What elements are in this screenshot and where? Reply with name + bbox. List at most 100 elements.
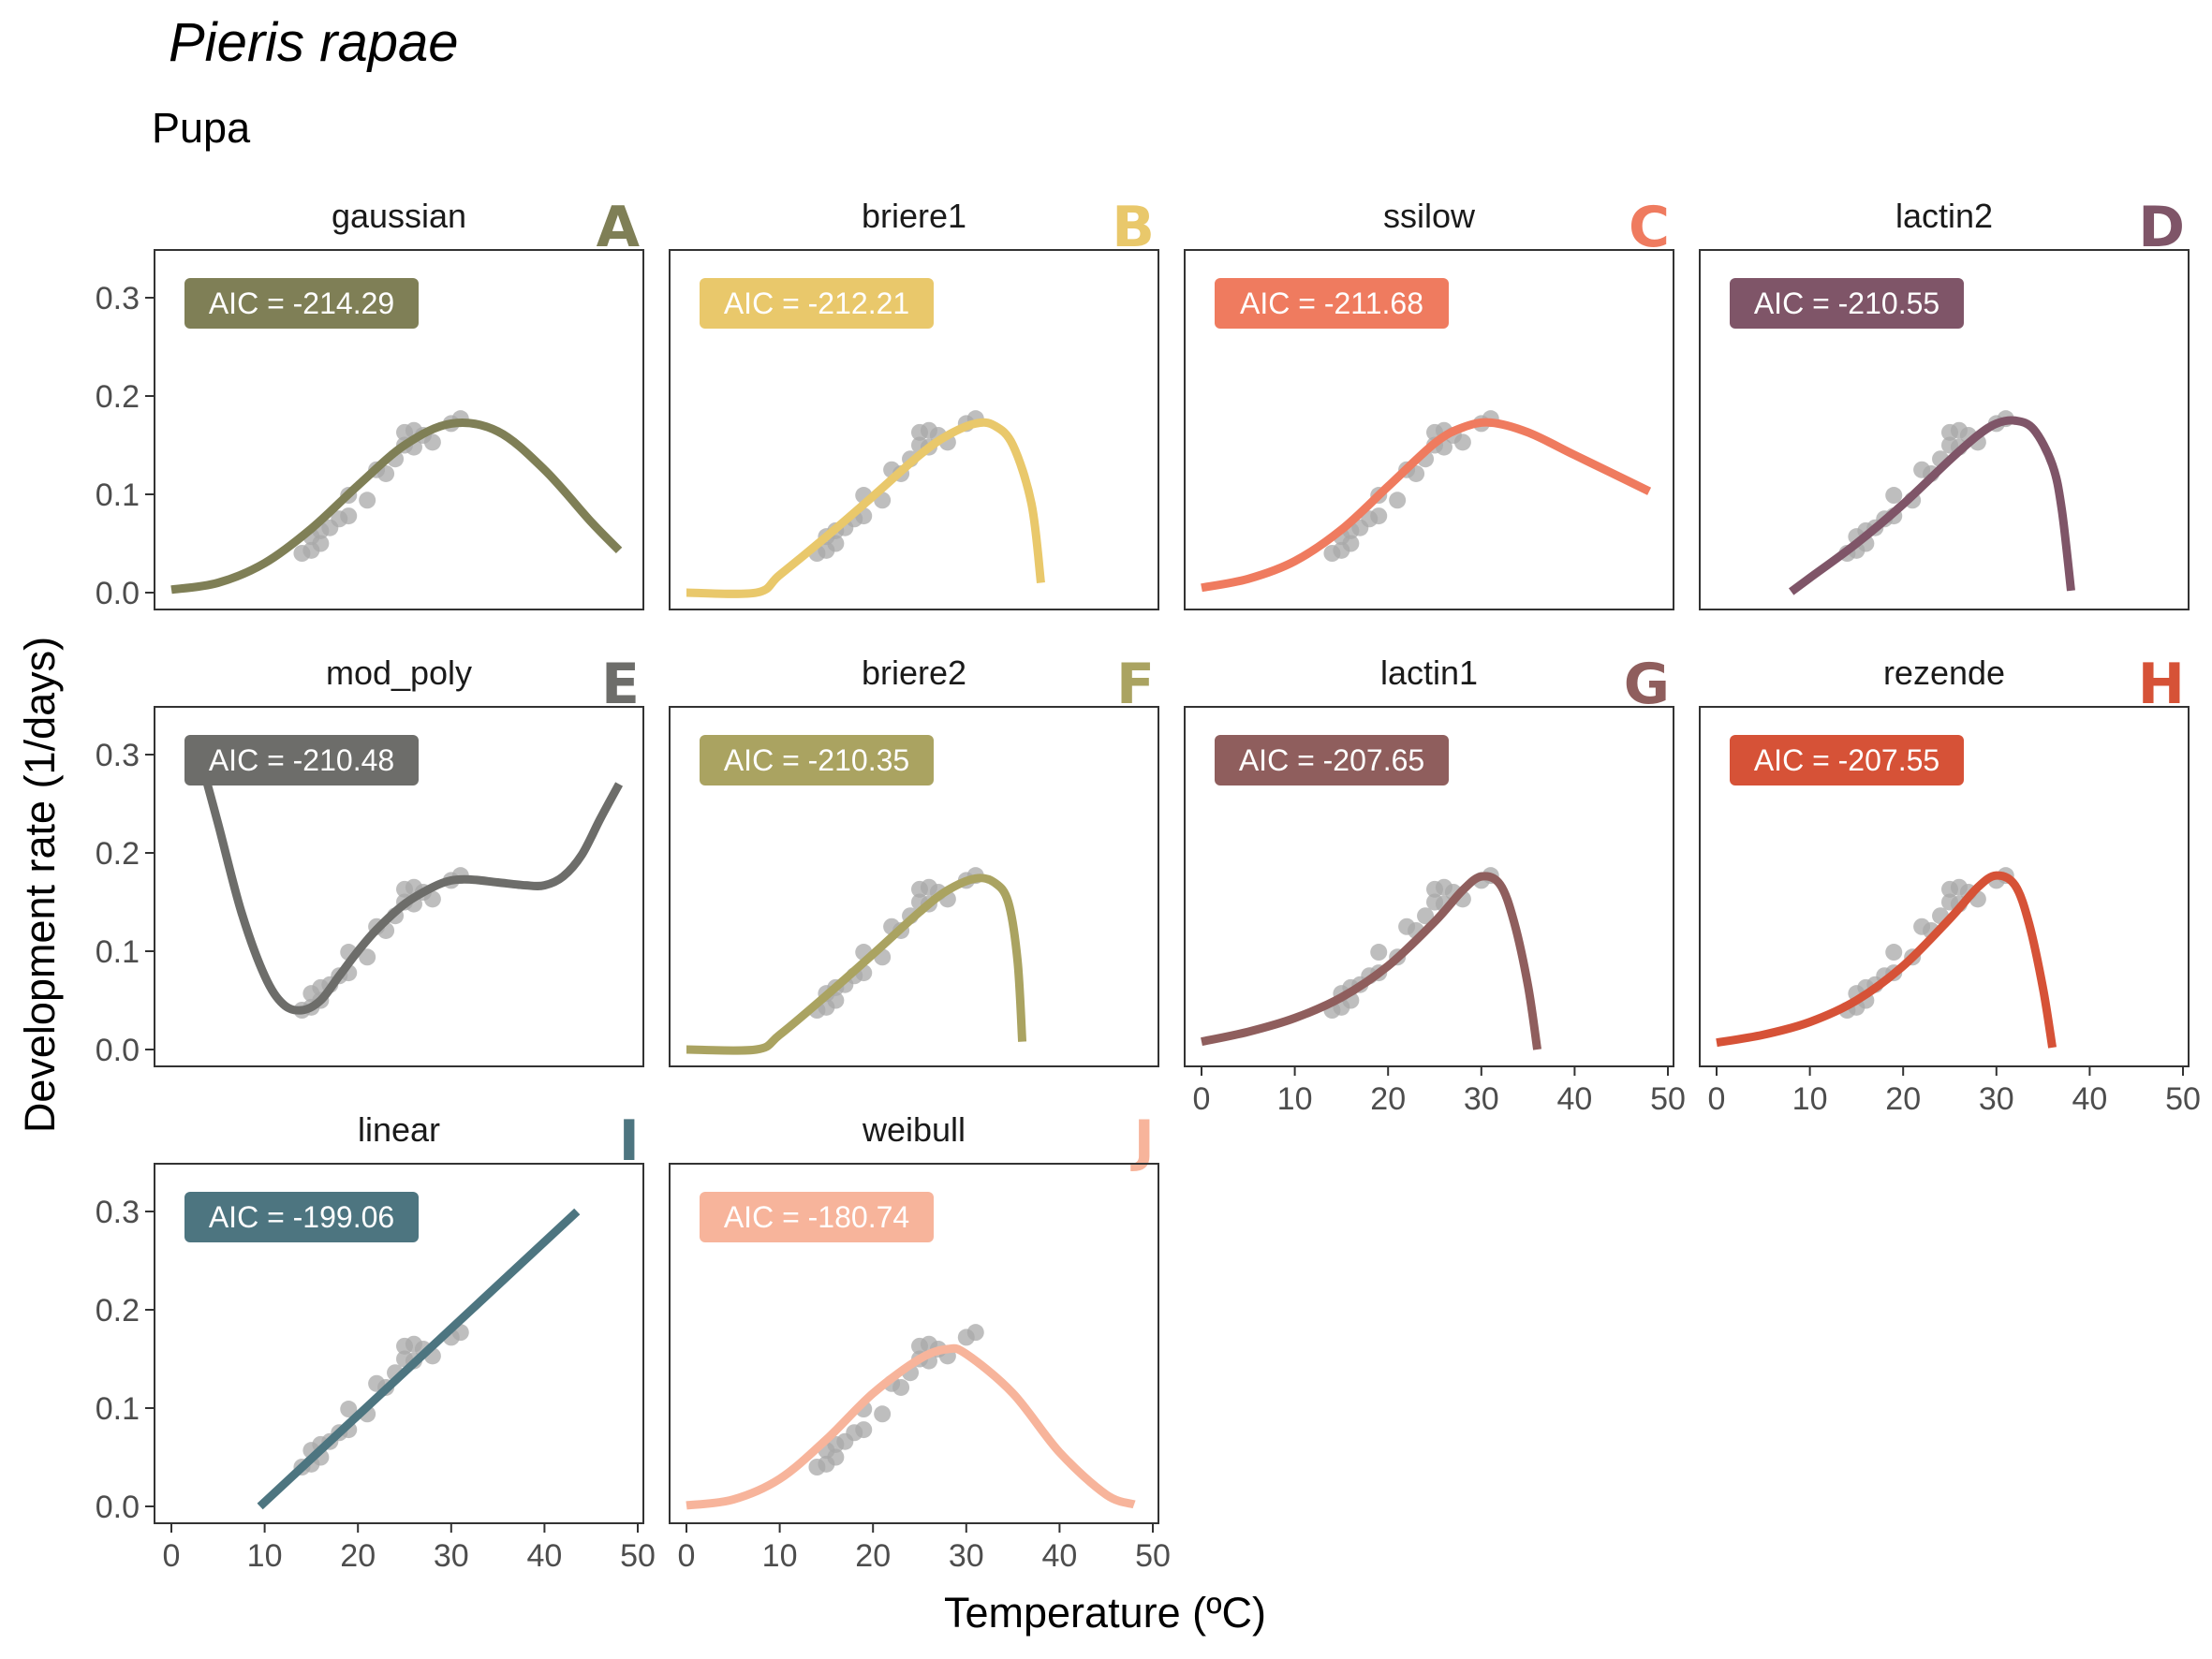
fitted-curve: [1201, 872, 1542, 1050]
aic-badge: [1215, 735, 1449, 785]
aic-label: AIC = -199.06: [209, 1200, 394, 1234]
x-tick-label: 20: [1370, 1081, 1406, 1117]
panel-label: rezende: [1883, 653, 2005, 692]
y-tick-label: 0.0: [96, 576, 140, 611]
data-point: [340, 1401, 358, 1418]
panel-frame: [1699, 706, 2190, 1067]
data-point: [1342, 535, 1360, 552]
data-point: [827, 535, 845, 552]
panel-frame: [154, 706, 644, 1067]
x-tick-label: 20: [1885, 1081, 1921, 1117]
panel-label: ssilow: [1383, 197, 1476, 235]
x-tick-label: 50: [620, 1538, 656, 1574]
x-tick-label: 30: [1464, 1081, 1499, 1117]
aic-label: AIC = -207.65: [1239, 743, 1424, 777]
fitted-curve: [686, 418, 1045, 598]
data-point: [359, 948, 376, 966]
data-point: [359, 492, 376, 509]
fitted-curve: [1716, 871, 2057, 1049]
aic-badge: [1730, 735, 1964, 785]
panel-label: linear: [358, 1110, 440, 1149]
observed-points: [293, 410, 469, 562]
panel-label: lactin2: [1895, 197, 1993, 235]
panel-gaussian: gaussian A0.00.10.20.3 AIC = -214.29: [96, 195, 644, 611]
data-point: [312, 535, 330, 552]
data-point: [1453, 433, 1471, 451]
x-tick-label: 50: [1650, 1081, 1686, 1117]
aic-label: AIC = -212.21: [724, 286, 909, 320]
x-tick-label: 20: [340, 1538, 376, 1574]
panel-label: mod_poly: [326, 653, 472, 692]
aic-label: AIC = -214.29: [209, 286, 394, 320]
data-point: [966, 1324, 984, 1342]
data-point: [827, 1448, 845, 1466]
x-tick-label: 0: [678, 1538, 696, 1574]
x-tick-label: 0: [163, 1538, 181, 1574]
panel-label: weibull: [862, 1110, 966, 1149]
x-tick-label: 40: [2072, 1081, 2107, 1117]
panel-frame: [1184, 249, 1674, 610]
fitted-curve: [257, 1208, 581, 1510]
panel-label: briere2: [862, 653, 966, 692]
x-tick-label: 40: [1041, 1538, 1077, 1574]
panel-label: lactin1: [1380, 653, 1478, 692]
panel-frame: [669, 706, 1159, 1067]
x-tick-label: 10: [762, 1538, 798, 1574]
data-point: [855, 1421, 873, 1439]
fitted-curve: [1201, 418, 1652, 593]
fitted-curve: [170, 418, 623, 595]
x-tick-label: 40: [1556, 1081, 1592, 1117]
y-tick-label: 0.2: [96, 836, 140, 872]
panel-frame: [669, 1163, 1159, 1524]
panel-frame: [154, 249, 644, 610]
x-axis-title: Temperature (ºC): [944, 1589, 1266, 1637]
panels-group: gaussian A0.00.10.20.3 AIC = -214.29briere…: [96, 195, 2201, 1574]
aic-badge: [700, 1192, 934, 1242]
aic-badge: [184, 278, 419, 329]
panel-frame: [1699, 249, 2190, 610]
y-tick-label: 0.0: [96, 1490, 140, 1525]
data-point: [1417, 907, 1435, 925]
y-tick-label: 0.1: [96, 477, 140, 513]
fitted-curve: [195, 753, 624, 1015]
aic-label: AIC = -210.55: [1754, 286, 1939, 320]
panel-frame: [669, 249, 1159, 610]
panel-label: briere1: [862, 197, 966, 235]
data-point: [892, 1378, 910, 1396]
data-point: [377, 464, 395, 482]
data-point: [874, 1405, 892, 1423]
y-tick-label: 0.2: [96, 379, 140, 415]
data-point: [1885, 487, 1903, 505]
aic-badge: [184, 1192, 419, 1242]
fitted-curve: [686, 1343, 1136, 1510]
y-tick-label: 0.3: [96, 281, 140, 316]
panel-frame: [1184, 706, 1674, 1067]
aic-label: AIC = -207.55: [1754, 743, 1939, 777]
aic-label: AIC = -180.74: [724, 1200, 909, 1234]
data-point: [1885, 944, 1903, 962]
chart-title: Pieris rapae: [169, 12, 458, 73]
x-tick-label: 50: [1135, 1538, 1171, 1574]
x-tick-label: 30: [1979, 1081, 2014, 1117]
chart-subtitle: Pupa: [152, 104, 251, 152]
data-point: [1370, 507, 1388, 525]
y-tick-label: 0.3: [96, 738, 140, 773]
panel-mod_poly: mod_poly E0.00.10.20.3 AIC = -210.48: [96, 652, 644, 1068]
panel-linear: linear I 0.0 0.1 0.2 0.3 0 10 20 30 40 50 AIC = -199…: [96, 1108, 656, 1574]
data-point: [423, 433, 441, 451]
panel-label: gaussian: [332, 197, 466, 235]
aic-badge: [1730, 278, 1964, 329]
aic-label: AIC = -210.48: [209, 743, 394, 777]
x-tick-label: 30: [949, 1538, 984, 1574]
y-tick-label: 0.1: [96, 1391, 140, 1427]
data-point: [423, 890, 441, 908]
observed-points: [1323, 410, 1499, 562]
aic-badge: [700, 278, 934, 329]
aic-badge: [700, 735, 934, 785]
